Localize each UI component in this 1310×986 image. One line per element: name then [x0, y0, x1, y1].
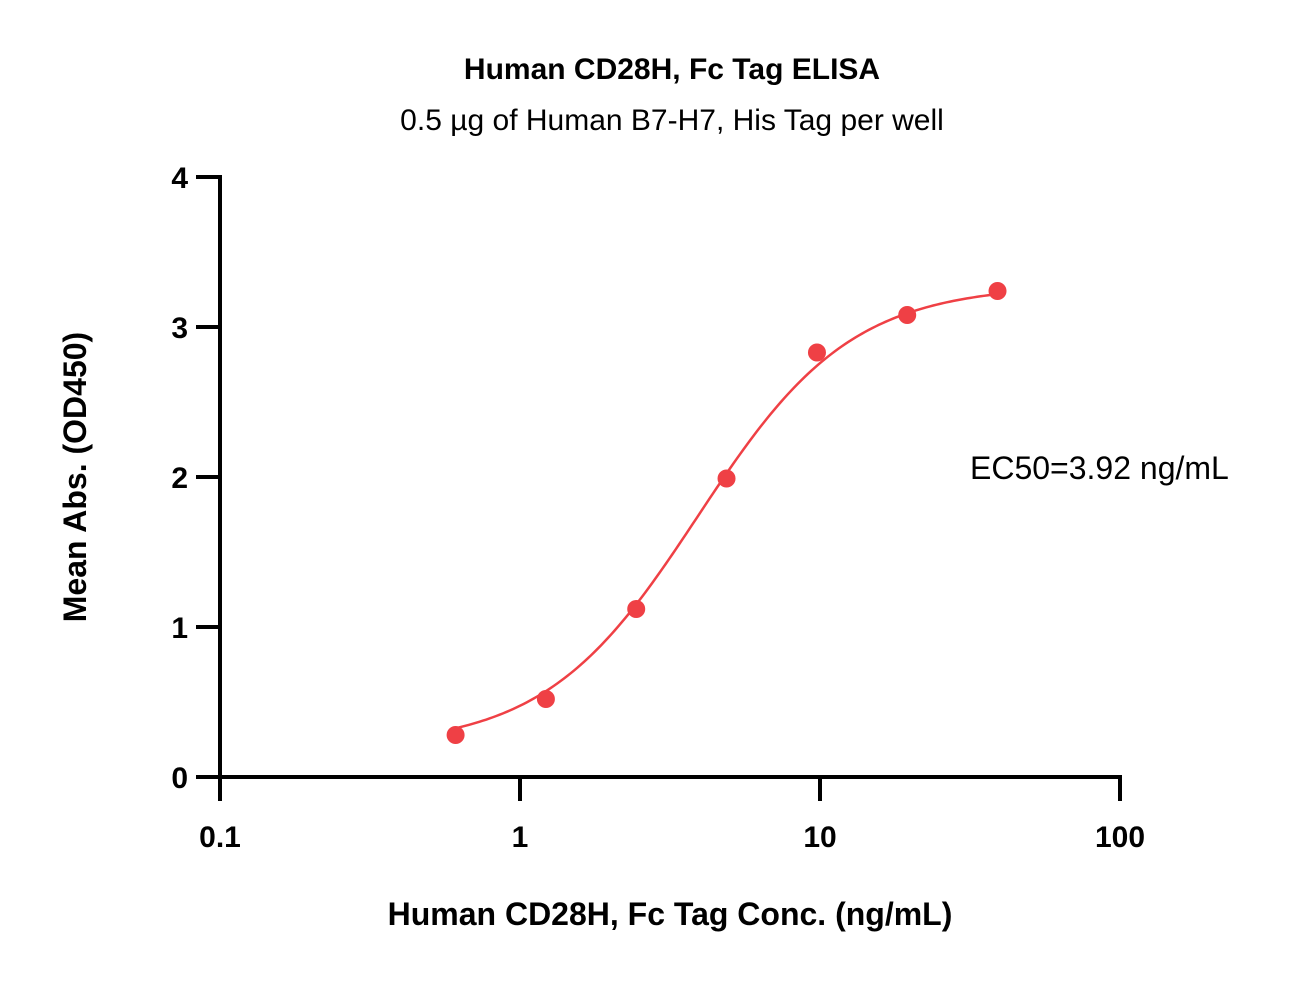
x-tick-label: 100 — [1095, 821, 1145, 854]
x-axis-label: Human CD28H, Fc Tag Conc. (ng/mL) — [388, 896, 953, 932]
y-tick-label: 4 — [171, 162, 188, 195]
x-axis: 0.1 1 10 100 — [199, 775, 1145, 854]
y-tick-label: 3 — [171, 312, 188, 345]
x-tick-label: 1 — [512, 821, 529, 854]
data-point — [898, 306, 917, 324]
data-points-layer — [446, 282, 1007, 744]
chart-subtitle: 0.5 µg of Human B7-H7, His Tag per well — [400, 104, 944, 137]
data-point — [536, 690, 555, 708]
data-point — [988, 282, 1007, 300]
data-point — [807, 343, 826, 362]
data-point — [627, 600, 646, 618]
data-point — [717, 469, 736, 488]
x-tick-label: 10 — [803, 821, 836, 854]
x-tick-label: 0.1 — [199, 821, 241, 854]
y-axis: 0 1 2 3 4 — [171, 162, 222, 795]
chart-title: Human CD28H, Fc Tag ELISA — [464, 53, 880, 86]
y-tick-label: 1 — [171, 612, 188, 645]
data-point — [446, 726, 465, 744]
y-tick-label: 2 — [171, 462, 188, 495]
y-tick-label: 0 — [171, 762, 188, 795]
fit-curve-layer — [455, 292, 998, 730]
ec50-annotation: EC50=3.92 ng/mL — [970, 450, 1229, 486]
fit-curve — [455, 292, 998, 730]
y-axis-label: Mean Abs. (OD450) — [57, 332, 93, 622]
